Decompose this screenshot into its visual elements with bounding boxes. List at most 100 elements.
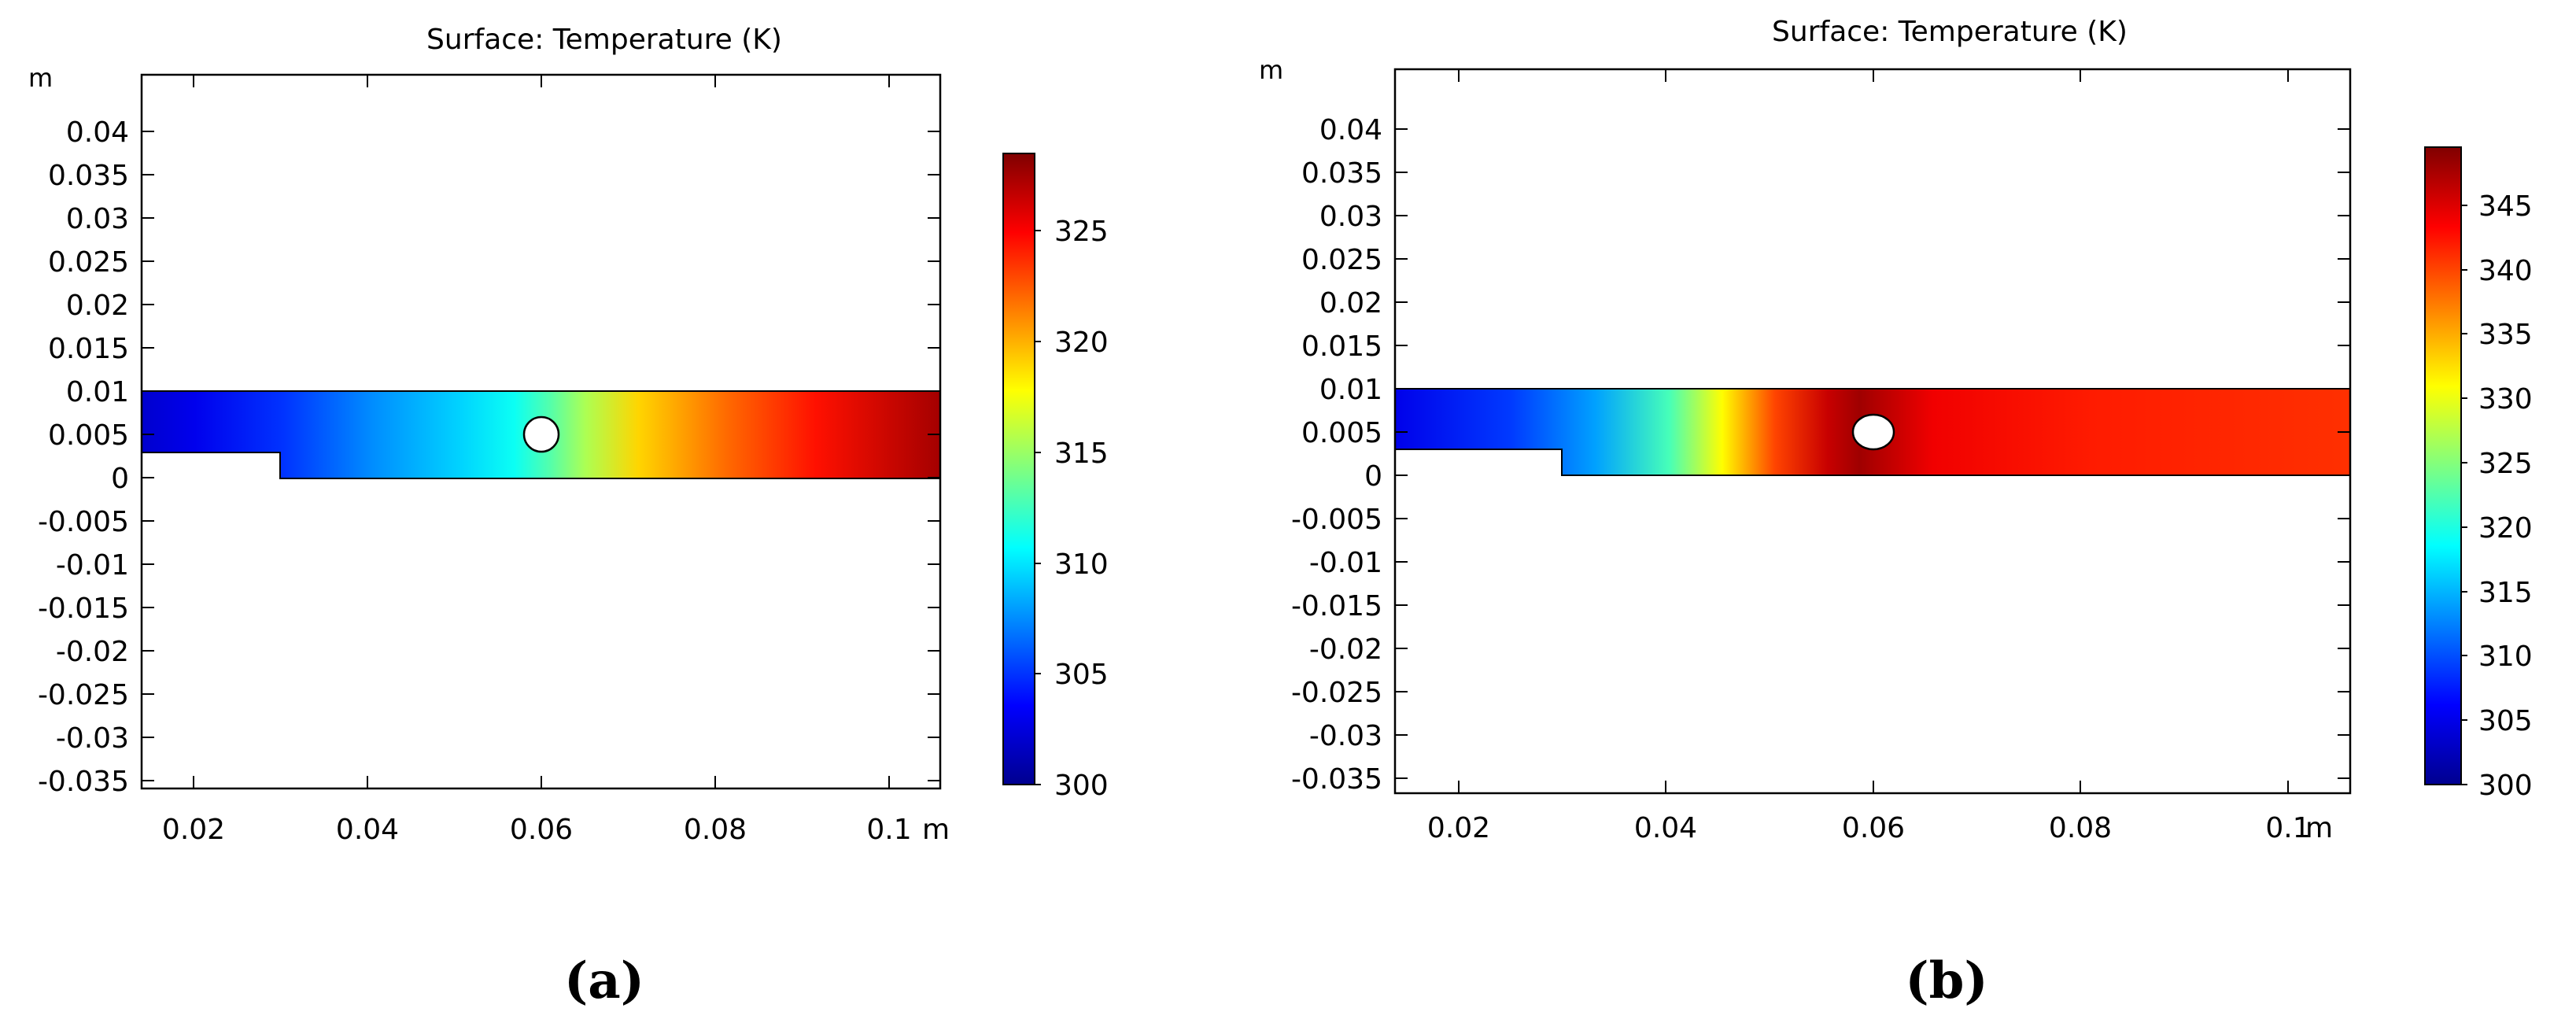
colorbar-gradient <box>1002 153 1035 785</box>
y-tick: 0.035 <box>1301 157 2350 190</box>
y-tick: -0.025 <box>38 679 940 711</box>
colorbar-tick: 340 <box>2461 255 2533 287</box>
y-tick: 0.005 <box>1301 417 2350 449</box>
colorbar-tick-label: 300 <box>2478 770 2533 802</box>
colorbar-tick-label: 340 <box>2478 255 2533 287</box>
y-tick-label: -0.035 <box>38 766 129 798</box>
colorbar-tick: 305 <box>1035 659 1109 691</box>
y-tick: -0.015 <box>1291 590 2350 622</box>
x-unit-label: m <box>922 814 950 846</box>
y-tick: -0.035 <box>1291 763 2350 796</box>
y-tick: 0.04 <box>66 116 940 149</box>
y-tick: -0.02 <box>1309 633 2350 666</box>
y-tick: 0.01 <box>1319 374 2350 406</box>
y-tick: 0.035 <box>48 160 940 192</box>
y-tick-label: -0.01 <box>1309 547 1382 579</box>
colorbar-gradient <box>2424 146 2462 785</box>
x-tick-label: 0.04 <box>336 814 399 846</box>
y-tick: -0.02 <box>56 636 940 668</box>
x-tick-label: 0.1 <box>866 814 911 846</box>
y-tick-label: -0.02 <box>56 636 129 668</box>
x-tick-0-1: 0.1 <box>866 75 912 846</box>
y-tick: 0.03 <box>66 203 940 235</box>
colorbar-tick: 300 <box>2461 770 2533 802</box>
cylinder-obstacle <box>1851 413 1895 451</box>
y-tick: 0.015 <box>48 333 940 365</box>
y-tick-label: -0.005 <box>38 506 129 538</box>
y-tick-label: 0.02 <box>66 290 129 322</box>
y-tick: -0.03 <box>56 722 940 755</box>
x-tick-label: 0.08 <box>684 814 747 846</box>
colorbar-tick: 310 <box>1035 548 1109 581</box>
y-tick: 0.03 <box>1319 201 2350 233</box>
y-tick-label: -0.02 <box>1309 633 1382 666</box>
y-tick: 0.025 <box>48 246 940 279</box>
colorbar-tick-label: 315 <box>1054 438 1109 470</box>
y-tick: 0 <box>1364 460 2350 493</box>
y-tick-label: -0.015 <box>1291 590 1382 622</box>
y-tick-label: 0.025 <box>48 246 129 279</box>
x-tick-label: 0.1 <box>2265 812 2310 844</box>
colorbar-tick: 310 <box>2461 641 2533 673</box>
y-tick-label: 0.015 <box>1301 331 1382 363</box>
y-tick: -0.025 <box>1291 677 2350 709</box>
colorbar-tick-label: 345 <box>2478 190 2533 223</box>
y-tick-label: 0.01 <box>1319 374 1382 406</box>
y-tick-label: 0.03 <box>66 203 129 235</box>
y-tick: 0 <box>111 463 940 495</box>
x-tick-0-04: 0.04 <box>1634 69 1697 844</box>
y-tick-label: -0.03 <box>56 722 129 755</box>
plot-title: Surface: Temperature (K) <box>1772 16 2128 48</box>
x-tick-0-06: 0.06 <box>1842 69 1905 844</box>
y-tick: 0.025 <box>1301 244 2350 276</box>
x-tick-0-02: 0.02 <box>1427 69 1490 844</box>
x-tick-0-02: 0.02 <box>162 75 225 846</box>
colorbar-tick: 320 <box>1035 327 1109 359</box>
panel-label: (a) <box>564 951 644 1010</box>
colorbar-tick-label: 310 <box>2478 641 2533 673</box>
y-tick-label: -0.015 <box>38 593 129 625</box>
y-tick-label: -0.035 <box>1291 763 1382 796</box>
x-axis: 0.02 0.04 0.06 0.08 0.1 <box>1427 69 2311 844</box>
y-tick: 0.01 <box>66 376 940 408</box>
y-tick: 0.005 <box>48 419 940 452</box>
colorbar-tick-label: 320 <box>1054 327 1109 359</box>
colorbar: 300 305 310 315 320 325 <box>1002 153 1109 802</box>
colorbar-tick: 320 <box>2461 512 2533 545</box>
x-unit-label: m <box>2305 812 2333 844</box>
y-tick-label: 0.005 <box>1301 417 1382 449</box>
y-axis: 0.04 0.035 0.03 0.025 0.02 0.015 0.01 0.… <box>1291 114 2350 796</box>
y-tick-label: 0 <box>111 463 129 495</box>
colorbar-tick: 345 <box>2461 190 2533 223</box>
y-tick: -0.03 <box>1309 720 2350 752</box>
colorbar-tick: 335 <box>2461 319 2533 351</box>
x-tick-label: 0.06 <box>510 814 573 846</box>
plot-title: Surface: Temperature (K) <box>426 24 782 56</box>
x-tick-0-1: 0.1 <box>2265 69 2311 844</box>
colorbar-tick: 325 <box>1035 216 1109 248</box>
colorbar-tick-label: 325 <box>1054 216 1109 248</box>
x-axis: 0.02 0.04 0.06 0.08 0.1 <box>162 75 912 846</box>
x-tick-label: 0.06 <box>1842 812 1905 844</box>
colorbar-tick-label: 315 <box>2478 577 2533 609</box>
y-tick-label: -0.025 <box>1291 677 1382 709</box>
y-tick-label: -0.01 <box>56 549 129 582</box>
colorbar-tick-label: 330 <box>2478 383 2533 415</box>
colorbar-tick-label: 305 <box>1054 659 1109 691</box>
y-unit-label: m <box>1259 55 1283 85</box>
x-tick-0-04: 0.04 <box>336 75 399 846</box>
colorbar-tick-label: 335 <box>2478 319 2533 351</box>
colorbar-tick-label: 310 <box>1054 548 1109 581</box>
y-tick-label: 0 <box>1364 460 1382 493</box>
colorbar-tick-label: 320 <box>2478 512 2533 545</box>
y-tick: -0.01 <box>1309 547 2350 579</box>
colorbar-tick: 330 <box>2461 383 2533 415</box>
colorbar-tick: 315 <box>2461 577 2533 609</box>
y-tick: 0.015 <box>1301 331 2350 363</box>
colorbar-tick-label: 300 <box>1054 770 1109 802</box>
y-tick: -0.005 <box>38 506 940 538</box>
x-tick-0-06: 0.06 <box>510 75 573 846</box>
y-tick-label: 0.04 <box>66 116 129 149</box>
y-tick: -0.035 <box>38 766 940 798</box>
